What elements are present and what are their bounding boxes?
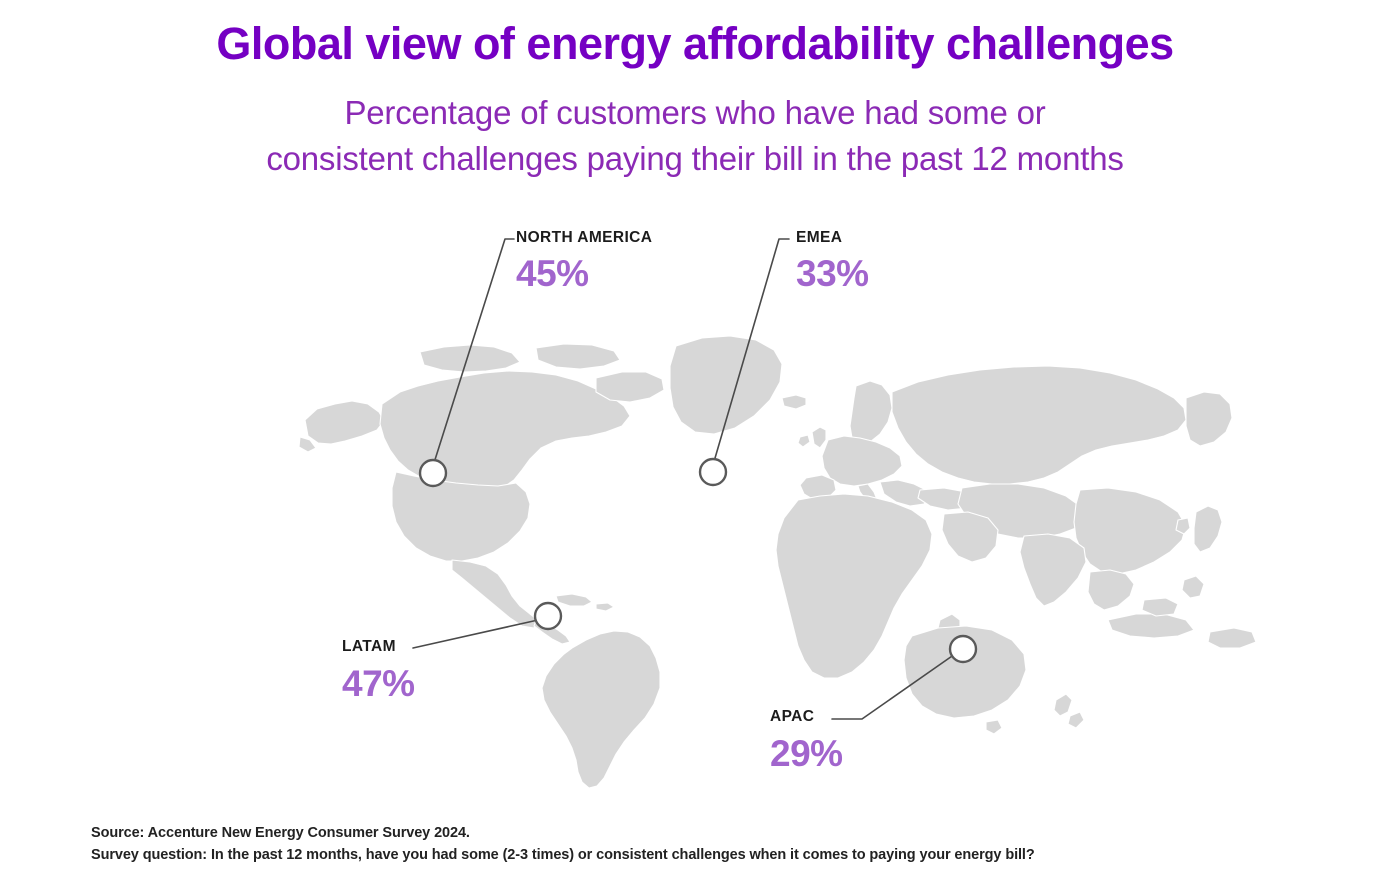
land-borneo — [1141, 597, 1179, 617]
land-south-america — [541, 630, 661, 789]
land-china — [1073, 487, 1187, 575]
land-caribbean — [555, 593, 593, 607]
callout-label-latam: LATAM — [342, 638, 396, 655]
leader-lines — [412, 238, 956, 720]
land-india — [1019, 533, 1087, 607]
land-arctic-islands — [419, 344, 521, 373]
land-indonesia — [1107, 613, 1195, 639]
land-uk — [811, 426, 827, 449]
land-mexico — [451, 559, 539, 629]
land-far-east — [1185, 391, 1233, 447]
subtitle-line-1: Percentage of customers who have had som… — [344, 94, 1046, 131]
land-baffin — [595, 371, 665, 403]
source-line: Source: Accenture New Energy Consumer Su… — [91, 825, 470, 841]
survey-question-line: Survey question: In the past 12 months, … — [91, 847, 1035, 864]
land-tasmania — [985, 719, 1003, 735]
land-usa — [391, 471, 531, 562]
callout-label-apac: APAC — [770, 708, 815, 725]
callout-label-north-america: NORTH AMERICA — [516, 229, 653, 246]
callout-label-emea: EMEA — [796, 229, 843, 246]
land-png — [1207, 627, 1257, 649]
callout-value-emea: 33% — [796, 252, 869, 294]
page-subtitle: Percentage of customers who have had som… — [0, 90, 1390, 181]
source-note: Source: Accenture New Energy Consumer Su… — [91, 822, 1035, 867]
callout-value-latam: 47% — [342, 662, 415, 704]
callout-value-north-america: 45% — [516, 252, 589, 294]
land-ireland — [797, 434, 811, 448]
callout-emea: EMEA 33% — [796, 230, 869, 292]
land-sea — [1087, 569, 1135, 611]
callout-latam: LATAM 47% — [342, 639, 415, 702]
callout-apac: APAC 29% — [770, 709, 843, 772]
land-iceland — [781, 394, 807, 410]
land-europe — [821, 435, 903, 487]
land-canada — [379, 370, 631, 492]
land-russia — [891, 365, 1187, 485]
land-africa — [775, 493, 933, 679]
map-landmasses — [298, 335, 1257, 789]
leader-line-latam — [412, 619, 539, 649]
latam-marker — [533, 601, 563, 631]
north-america-marker — [418, 458, 448, 488]
land-greenland — [669, 335, 783, 435]
land-alaska — [298, 400, 385, 453]
callout-value-apac: 29% — [770, 732, 843, 774]
land-new-zealand — [1053, 693, 1073, 717]
region-markers — [418, 457, 978, 664]
land-korea — [1175, 517, 1191, 535]
land-japan — [1193, 505, 1223, 553]
emea-marker — [698, 457, 728, 487]
leader-line-north-america — [432, 238, 515, 467]
land-scandinavia — [849, 380, 893, 445]
subtitle-line-2: consistent challenges paying their bill … — [266, 139, 1124, 177]
apac-marker — [948, 634, 978, 664]
land-hispaniola — [595, 602, 615, 612]
leader-line-emea — [712, 238, 790, 466]
land-new-zealand-2 — [1067, 711, 1085, 729]
page-title: Global view of energy affordability chal… — [216, 18, 1174, 69]
land-arctic-islands-2 — [535, 343, 621, 370]
callout-north-america: NORTH AMERICA 45% — [516, 230, 652, 292]
leader-line-apac — [831, 653, 956, 720]
land-philippines — [1181, 575, 1205, 599]
land-australia — [903, 625, 1027, 719]
land-arabia — [941, 511, 999, 563]
